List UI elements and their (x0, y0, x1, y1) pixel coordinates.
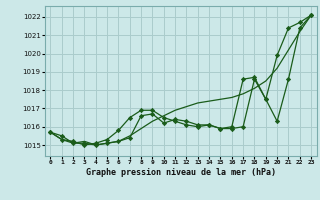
X-axis label: Graphe pression niveau de la mer (hPa): Graphe pression niveau de la mer (hPa) (86, 168, 276, 177)
